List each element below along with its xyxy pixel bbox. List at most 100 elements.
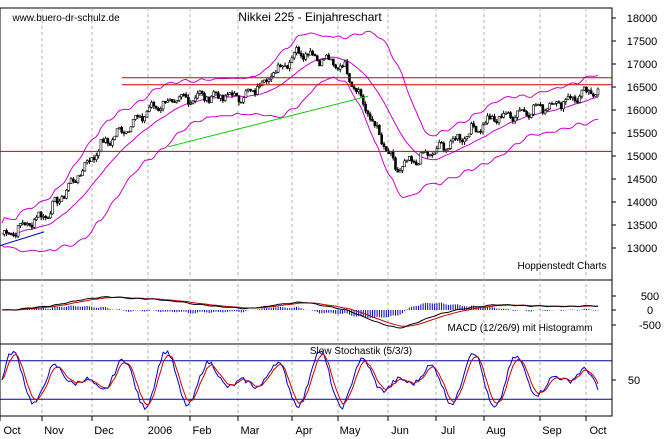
candle-body [182,94,186,96]
candle-body [299,52,303,57]
candle-body [463,138,466,143]
candle-body [509,112,512,118]
candle-body [405,159,409,162]
price-tick-label: 13500 [627,220,658,232]
month-label: Jun [391,425,409,437]
candle-body [465,136,469,140]
candle-body [83,162,87,172]
candle-body [118,127,121,130]
candle-body [235,92,239,97]
candle-body [203,93,206,101]
candle-body [258,85,262,88]
candle-body [207,96,211,103]
price-tick-label: 14000 [627,197,658,209]
candle-body [256,86,259,95]
candle-body [246,88,250,92]
candle-body [580,89,584,97]
candle-body [596,88,600,96]
candle-body [355,88,358,92]
candle-body [495,120,499,124]
candle-body [286,65,289,69]
candle-body [44,216,48,219]
support-resistance-lines [0,77,612,247]
price-tick-label: 16000 [627,105,658,117]
candle-body [513,117,517,122]
candle-body [440,141,443,144]
candle-body [573,96,577,102]
candle-body [51,200,54,215]
candle-body [164,101,167,103]
candle-body [587,90,591,93]
candle-body [233,92,236,96]
candle-body [55,197,59,204]
candle-body [115,128,119,137]
candle-body [329,58,333,61]
candle-body [12,234,15,236]
candle-body [417,163,420,166]
candle-body [3,230,6,235]
candle-body [60,196,64,202]
candle-body [147,106,151,112]
macd-label: MACD (12/26/9) mit Histogramm [447,323,592,334]
bollinger-middle [1,56,599,235]
candle-body [477,130,480,133]
candle-body [85,160,89,163]
candle-body [5,230,8,234]
candle-body [272,72,275,77]
candle-body [366,110,370,115]
month-label: Oct [589,425,606,437]
candle-body [145,111,149,118]
candle-body [49,213,52,219]
candle-body [483,122,487,126]
candle-body [454,138,457,140]
candle-body [78,175,82,177]
candle-body [154,105,158,109]
price-axis-ticks: 13000 13500 14000 14500 15000 15500 16000 16500… [612,13,657,255]
trend-line [167,95,369,148]
candle-body [28,223,31,226]
candle-body [281,65,285,68]
candle-body [283,65,287,68]
candle-body [108,143,112,146]
candle-body [253,90,257,95]
candle-body [58,201,61,204]
candle-body [334,64,337,68]
candle-body [536,104,540,106]
candle-body [403,160,407,167]
candle-body [345,61,349,74]
candle-body [322,58,326,61]
month-axis-ticks: Oct Nov Dec 2006 Feb Mar Apr May Jun Jul Aug Sep Oct [0,416,607,437]
candle-body [53,197,57,202]
source-note: Hoppenstedt Charts [518,261,607,272]
candle-body [129,126,133,132]
candle-body [219,94,222,99]
candle-body [136,115,140,117]
candle-body [9,233,13,236]
month-label: Nov [44,425,64,437]
candle-body [295,47,298,54]
candle-body [336,67,340,70]
candle-body [511,117,515,122]
candle-body [516,110,519,118]
candle-body [76,175,80,183]
candle-body [359,89,363,97]
candle-body [456,134,459,140]
candle-body [95,155,98,160]
candle-body [474,126,478,133]
month-label: Aug [486,425,506,437]
candle-body [506,112,510,114]
candle-body [42,216,45,218]
candle-body [394,157,397,170]
candle-body [541,104,545,114]
candle-body [318,60,321,67]
candle-body [594,94,597,97]
candle-body [214,91,218,94]
candle-body [320,58,324,67]
candle-body [161,101,165,110]
stoch-tick-label: 50 [628,375,640,387]
candle-body [309,50,312,56]
candle-body [341,65,344,68]
candle-body [433,152,436,155]
